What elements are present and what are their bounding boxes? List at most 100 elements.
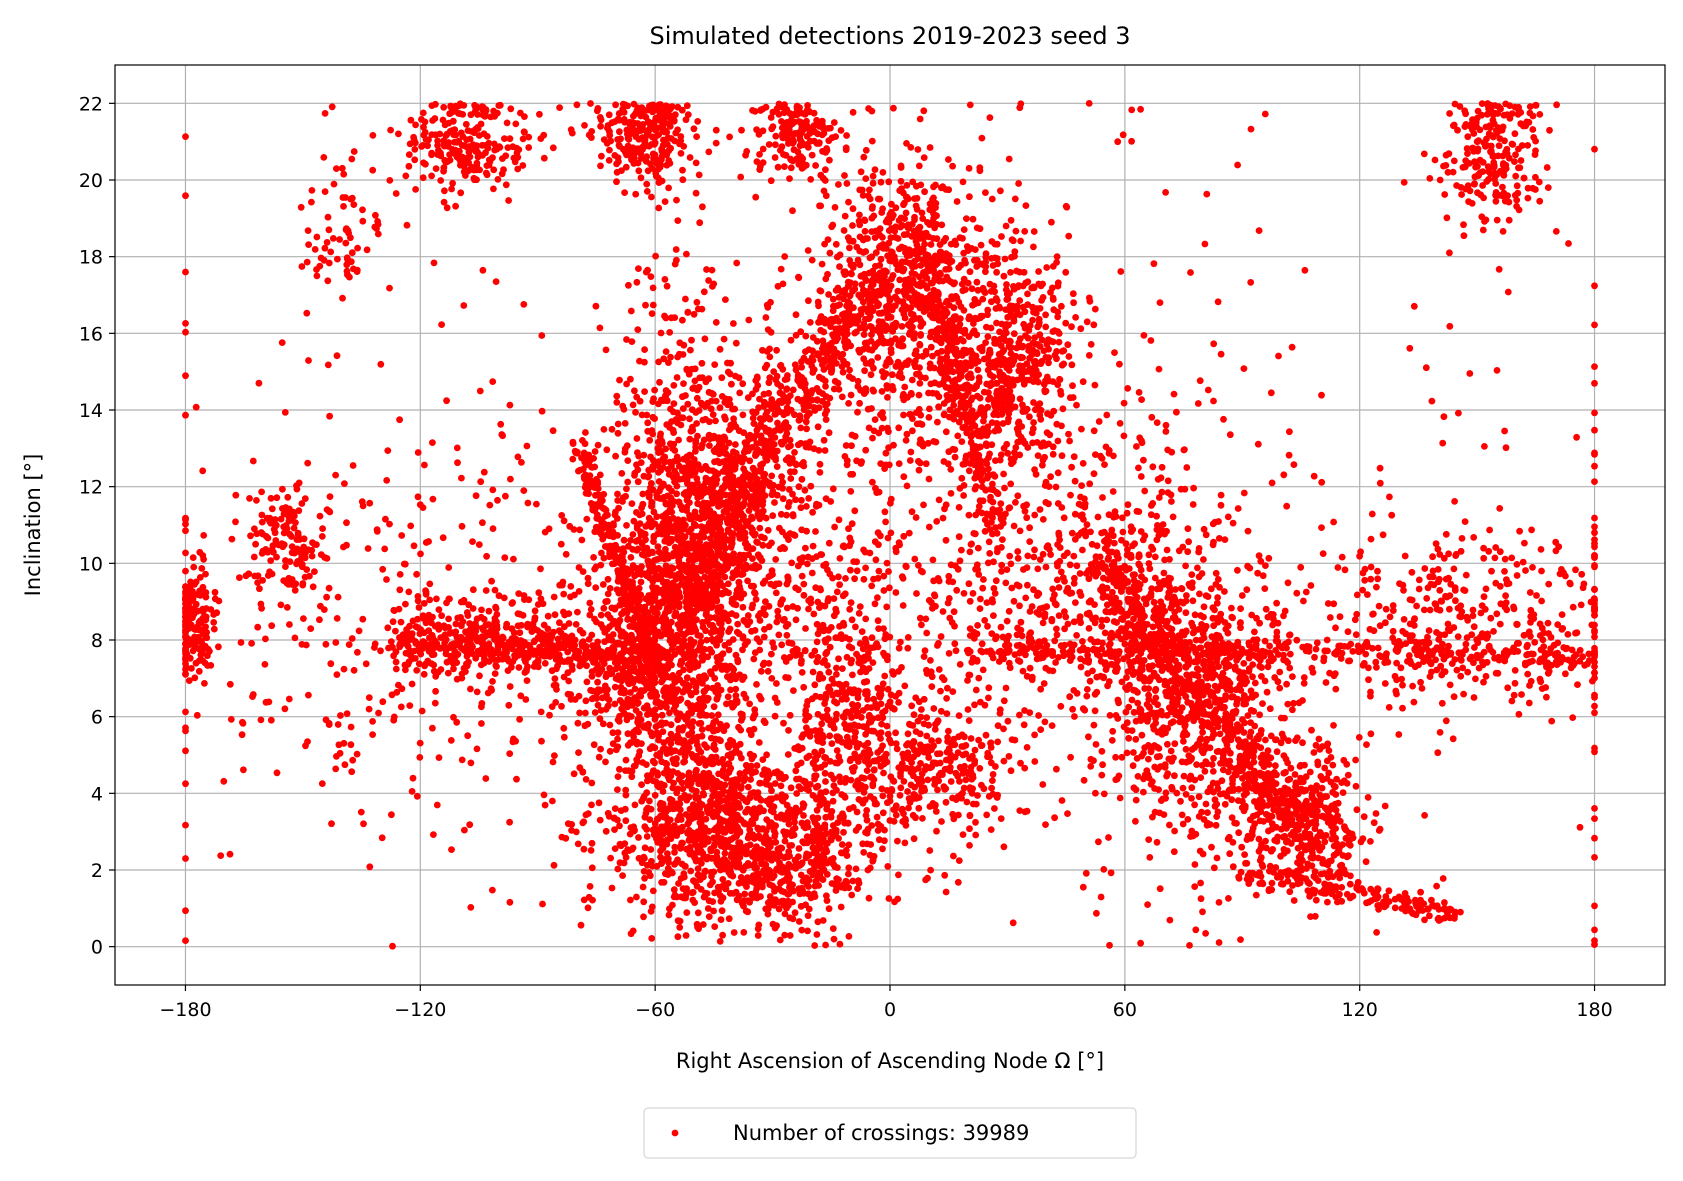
data-point: [628, 824, 635, 831]
data-point: [730, 671, 737, 678]
data-point: [787, 475, 794, 482]
data-point: [467, 153, 474, 160]
data-point: [869, 205, 876, 212]
data-point: [514, 166, 521, 173]
data-point: [457, 110, 464, 117]
data-point: [455, 155, 462, 162]
data-point: [965, 247, 972, 254]
data-point: [816, 202, 823, 209]
data-point: [697, 876, 704, 883]
data-point: [425, 136, 432, 143]
data-point: [915, 146, 922, 153]
data-point: [667, 406, 674, 413]
data-point: [651, 415, 658, 422]
data-point: [671, 886, 678, 893]
data-point: [1499, 193, 1506, 200]
data-point: [720, 613, 727, 620]
data-point: [621, 840, 628, 847]
data-point: [603, 347, 610, 354]
data-point: [635, 834, 642, 841]
data-point: [1042, 377, 1049, 384]
data-point: [1443, 162, 1450, 169]
data-point: [814, 931, 821, 938]
data-point: [587, 100, 594, 107]
data-point: [633, 461, 640, 468]
data-point: [1525, 195, 1532, 202]
data-point: [632, 129, 639, 136]
data-point: [780, 828, 787, 835]
data-point: [679, 317, 686, 324]
data-point: [744, 874, 751, 881]
data-point: [848, 392, 855, 399]
data-point: [772, 141, 779, 148]
data-point: [632, 802, 639, 809]
data-point: [921, 154, 928, 161]
data-point: [635, 104, 642, 111]
data-point: [666, 710, 673, 717]
data-point: [1532, 186, 1539, 193]
data-point: [1059, 362, 1066, 369]
data-point: [406, 163, 413, 170]
data-point: [490, 186, 497, 193]
data-point: [805, 912, 812, 919]
data-point: [805, 297, 812, 304]
data-point: [644, 419, 651, 426]
data-point: [682, 716, 689, 723]
data-point: [635, 453, 642, 460]
data-point: [1506, 199, 1513, 206]
data-point: [607, 855, 614, 862]
data-point: [734, 800, 741, 807]
data-point: [725, 880, 732, 887]
data-point: [974, 279, 981, 286]
data-point: [839, 394, 846, 401]
data-point: [880, 415, 887, 422]
data-point: [954, 198, 961, 205]
data-point: [709, 760, 716, 767]
data-point: [637, 520, 644, 527]
data-point: [740, 412, 747, 419]
data-point: [780, 151, 787, 158]
data-point: [688, 751, 695, 758]
data-point: [704, 695, 711, 702]
data-point: [977, 167, 984, 174]
data-point: [690, 801, 697, 808]
data-point: [609, 885, 616, 892]
data-point: [768, 177, 775, 184]
data-point: [511, 155, 518, 162]
data-point: [603, 828, 610, 835]
data-point: [767, 893, 774, 900]
data-point: [862, 175, 869, 182]
data-point: [1483, 124, 1490, 131]
data-point: [1030, 419, 1037, 426]
data-point: [961, 307, 968, 314]
data-point: [880, 309, 887, 316]
data-point: [916, 392, 923, 399]
data-point: [812, 162, 819, 169]
data-point: [785, 861, 792, 868]
data-point: [643, 181, 650, 188]
data-point: [787, 156, 794, 163]
data-point: [736, 390, 743, 397]
data-point: [916, 315, 923, 322]
data-point: [1494, 110, 1501, 117]
data-point: [984, 404, 991, 411]
data-point: [718, 604, 725, 611]
data-point: [890, 272, 897, 279]
data-point: [624, 479, 631, 486]
data-point: [890, 105, 897, 112]
data-point: [684, 401, 691, 408]
data-point: [958, 438, 965, 445]
data-point: [1441, 191, 1448, 198]
data-point: [650, 534, 657, 541]
data-point: [885, 178, 892, 185]
data-point: [437, 177, 444, 184]
data-point: [1545, 184, 1552, 191]
data-point: [660, 831, 667, 838]
data-point: [772, 839, 779, 846]
data-point: [763, 816, 770, 823]
data-point: [783, 853, 790, 860]
data-point: [635, 265, 642, 272]
data-point: [663, 814, 670, 821]
data-point: [985, 333, 992, 340]
